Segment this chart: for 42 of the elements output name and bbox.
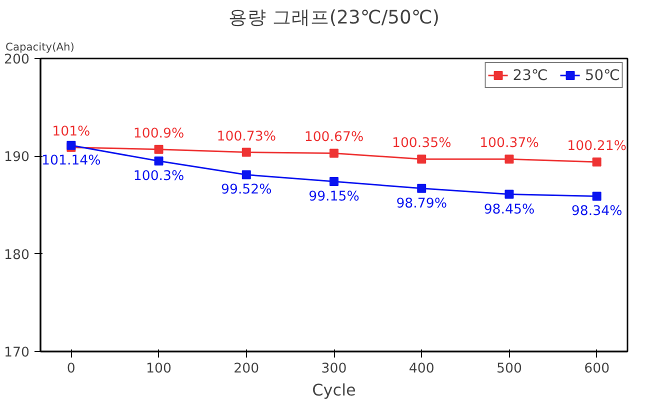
annotation: 100.3% — [133, 169, 184, 184]
x-axis-title: Cycle — [312, 380, 356, 400]
point — [592, 158, 602, 167]
point — [242, 148, 251, 157]
legend-label: 23℃ — [512, 66, 548, 84]
point — [592, 192, 602, 201]
y-tick-label: 170 — [4, 346, 30, 360]
annotation: 101.14% — [42, 153, 101, 168]
x-tick-label: 400 — [408, 362, 434, 376]
point — [504, 190, 514, 199]
x-tick-label: 200 — [234, 362, 260, 376]
point — [330, 177, 338, 186]
annotation: 100.21% — [567, 139, 626, 154]
legend-label: 50℃ — [584, 66, 620, 84]
point — [504, 154, 514, 164]
y-tick-label: 200 — [4, 52, 30, 68]
annotation: 99.15% — [308, 190, 360, 205]
annotation: 100.73% — [216, 129, 276, 144]
chart-title: 용량 그래프(23℃/50℃) — [228, 8, 440, 28]
point — [417, 154, 426, 164]
x-tick-label: 300 — [321, 362, 347, 376]
point — [330, 148, 338, 158]
x-tick-label: 600 — [584, 362, 610, 376]
point — [154, 144, 164, 154]
x-tick-label: 100 — [146, 362, 172, 376]
annotation: 100.67% — [304, 130, 364, 146]
annotation: 99.52% — [220, 182, 272, 198]
annotation: 98.79% — [396, 196, 448, 212]
x-tick-label: 0 — [66, 362, 76, 376]
x-tick-label: 500 — [496, 362, 522, 376]
annotation: 100.37% — [480, 136, 539, 152]
y-tick-label: 180 — [4, 248, 30, 263]
y-axis-title: Capacity(Ah) — [6, 40, 74, 54]
point — [154, 156, 164, 166]
y-tick-label: 190 — [4, 150, 30, 166]
point — [417, 184, 426, 193]
annotation: 98.45% — [484, 202, 535, 218]
annotation: 98.34% — [571, 204, 622, 220]
annotation: 100.35% — [392, 136, 452, 152]
annotation: 101% — [52, 124, 90, 140]
point — [242, 170, 251, 180]
annotation: 100.9% — [133, 126, 184, 142]
